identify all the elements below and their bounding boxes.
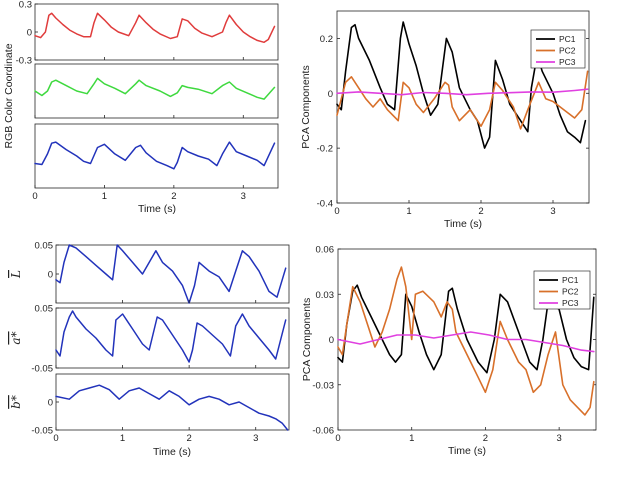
series-line-bstar [55, 384, 289, 431]
y-tick-label: -0.05 [31, 426, 53, 437]
y-tick-label: -0.05 [31, 364, 53, 375]
subplot-label-bstar: b* [9, 395, 23, 409]
x-tick-label: 1 [102, 191, 107, 202]
rgb-subplot-frame [34, 123, 279, 189]
series-line-red [34, 12, 276, 44]
x-tick-label: 0 [335, 433, 340, 444]
x-tick-label: 2 [483, 433, 488, 444]
series-line-green [34, 77, 276, 100]
x-tick-label: 3 [556, 433, 561, 444]
series-line-pc1 [336, 21, 587, 149]
series-line-blue [34, 141, 276, 170]
x-tick-label: 2 [171, 191, 176, 202]
y-tick-label: 0 [27, 28, 32, 39]
legend-entry-pc2: PC2 [562, 287, 579, 297]
x-tick-label: 0 [53, 433, 58, 444]
y-tick-label: 0 [329, 335, 334, 346]
x-axis-label: Time (s) [444, 218, 482, 230]
y-tick-label: 0 [48, 398, 53, 409]
y-tick-label: -0.2 [317, 144, 333, 155]
plot-frame [336, 10, 590, 204]
y-tick-label: 0.05 [35, 241, 54, 252]
series-line-pc2 [337, 266, 595, 416]
legend-entry-pc1: PC1 [559, 34, 576, 44]
lab-subplot-frame [55, 307, 290, 369]
y-tick-label: 0.06 [316, 245, 335, 256]
y-tick-label: -0.03 [312, 380, 334, 391]
subplot-label-astar: a* [9, 331, 23, 344]
y-tick-label: -0.06 [312, 426, 334, 437]
x-tick-label: 3 [241, 191, 246, 202]
rgb-panel: 0.3 0 -0.3 0 1 2 3 Time (s) RGB Color Coordinate [3, 0, 279, 215]
legend-entry-pc3: PC3 [562, 298, 579, 308]
series-line-pc3 [337, 331, 595, 353]
y-tick-label: 0 [328, 89, 333, 100]
series-line-astar [55, 310, 287, 363]
x-axis-label: Time (s) [138, 203, 176, 215]
y-tick-label: -0.4 [317, 199, 333, 210]
x-tick-label: 3 [253, 433, 258, 444]
x-tick-label: 0 [32, 191, 37, 202]
y-tick-label: -0.3 [16, 56, 32, 67]
y-axis-label: PCA Components [301, 298, 313, 381]
x-tick-label: 2 [186, 433, 191, 444]
y-tick-label: 0.03 [316, 290, 335, 301]
subplot-label-L: L [9, 270, 23, 279]
y-tick-label: 0 [48, 270, 53, 281]
legend-entry-pc2: PC2 [559, 46, 576, 56]
x-axis-label: Time (s) [153, 446, 191, 458]
y-axis-label: PCA Components [300, 65, 312, 148]
y-tick-label: 0.2 [320, 34, 333, 45]
lab-subplot-frame [55, 373, 290, 431]
x-axis-label: Time (s) [448, 445, 486, 457]
series-line-pc2 [336, 70, 589, 130]
y-axis-label: RGB Color Coordinate [3, 43, 15, 148]
x-tick-label: 2 [478, 206, 483, 217]
y-tick-label: 0.05 [35, 304, 54, 315]
legend-entry-pc3: PC3 [559, 57, 576, 67]
x-tick-label: 0 [334, 206, 339, 217]
x-tick-label: 1 [406, 206, 411, 217]
legend-entry-pc1: PC1 [562, 275, 579, 285]
series-line-pc3 [336, 88, 589, 96]
x-tick-label: 1 [409, 433, 414, 444]
x-tick-label: 1 [120, 433, 125, 444]
series-line-L [55, 244, 287, 304]
y-tick-label: 0.3 [19, 0, 32, 11]
lab-subplot-frame [55, 244, 290, 304]
x-tick-label: 3 [550, 206, 555, 217]
